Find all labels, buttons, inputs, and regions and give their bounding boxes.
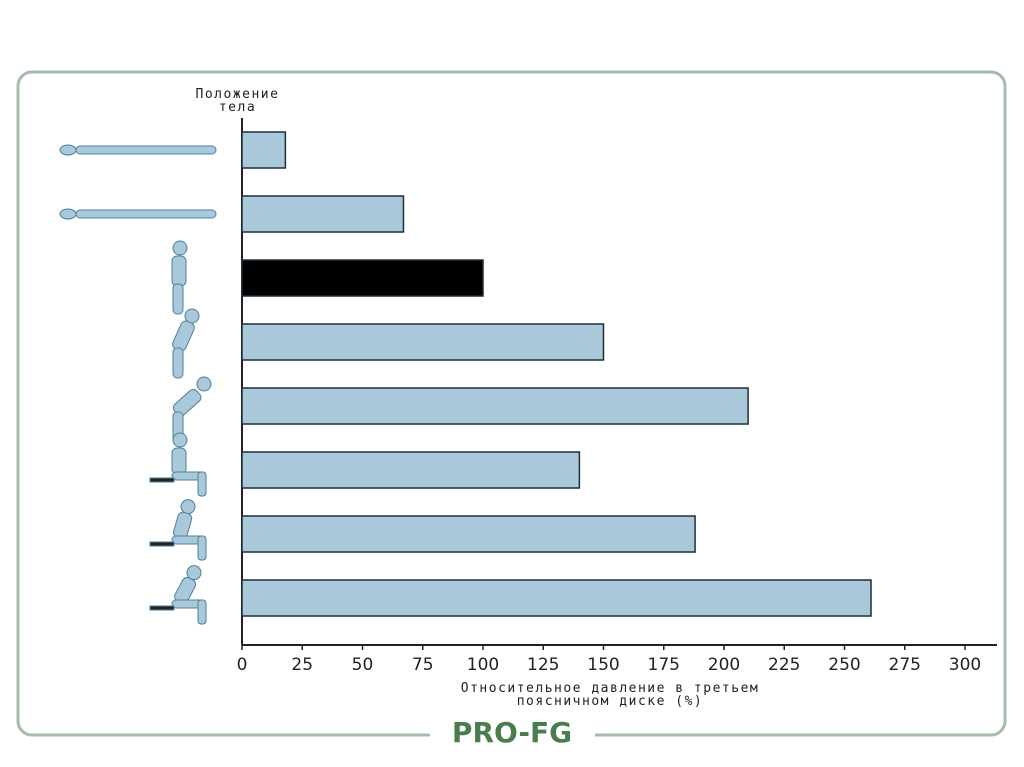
icon-part bbox=[149, 477, 175, 483]
icon-part bbox=[180, 499, 196, 515]
bar bbox=[241, 579, 872, 617]
posture-icon bbox=[59, 208, 217, 220]
logo-text: PRO-FG bbox=[452, 716, 572, 749]
icon-part bbox=[75, 209, 217, 219]
icon-part bbox=[149, 605, 175, 611]
icon-part bbox=[197, 599, 207, 625]
icon-part bbox=[172, 347, 184, 379]
posture-icon bbox=[149, 499, 207, 561]
x-tick-label: 150 bbox=[587, 655, 619, 675]
icon-part bbox=[149, 541, 175, 547]
x-tick-label: 25 bbox=[291, 655, 313, 675]
x-tick-label: 300 bbox=[949, 655, 981, 675]
icon-part bbox=[186, 565, 202, 581]
icon-part bbox=[172, 320, 195, 352]
icon-part bbox=[197, 535, 207, 561]
bar bbox=[241, 323, 605, 361]
y-axis-title: Положение тела bbox=[195, 87, 280, 115]
bar bbox=[241, 259, 484, 297]
x-tick-label: 50 bbox=[352, 655, 374, 675]
x-tick-label: 175 bbox=[648, 655, 680, 675]
posture-icon bbox=[172, 376, 212, 443]
x-axis-title: Относительное давление в третьем пояснич… bbox=[460, 681, 760, 709]
icon-part bbox=[59, 208, 77, 220]
x-tick-label: 100 bbox=[467, 655, 499, 675]
icon-part bbox=[59, 144, 77, 156]
bar bbox=[241, 131, 287, 169]
posture-icon bbox=[59, 144, 217, 156]
x-tick-label: 125 bbox=[527, 655, 559, 675]
x-tick-label: 275 bbox=[889, 655, 921, 675]
posture-icon bbox=[149, 432, 207, 497]
x-tick-label: 0 bbox=[237, 655, 248, 675]
icon-part bbox=[196, 376, 212, 392]
bar bbox=[241, 451, 581, 489]
icon-part bbox=[75, 145, 217, 155]
bar bbox=[241, 195, 405, 233]
posture-icon bbox=[149, 565, 207, 625]
icon-part bbox=[197, 471, 207, 497]
x-tick-label: 225 bbox=[768, 655, 800, 675]
x-tick-label: 200 bbox=[708, 655, 740, 675]
logo-box bbox=[430, 715, 595, 755]
x-tick-label: 250 bbox=[828, 655, 860, 675]
bar bbox=[241, 515, 696, 553]
posture-icon bbox=[172, 308, 200, 379]
posture-icon bbox=[171, 240, 188, 315]
icon-part bbox=[171, 255, 187, 287]
icon-part bbox=[172, 240, 188, 256]
bar bbox=[241, 387, 749, 425]
icon-part bbox=[171, 447, 187, 475]
icon-part bbox=[172, 432, 188, 448]
icon-part bbox=[172, 283, 184, 315]
x-tick-label: 75 bbox=[412, 655, 434, 675]
